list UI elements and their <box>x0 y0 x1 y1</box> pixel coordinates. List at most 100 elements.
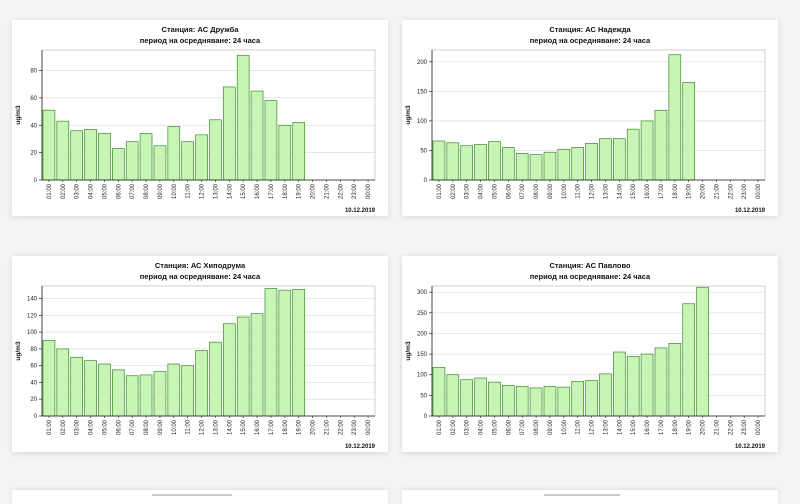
date-label: 10.12.2019 <box>345 444 376 450</box>
x-tick-label: 00:00 <box>756 183 762 199</box>
bar <box>139 374 153 417</box>
bar <box>139 133 153 181</box>
x-tick-label: 19:00 <box>687 183 693 199</box>
y-tick-label: 80 <box>30 347 37 353</box>
x-tick-label: 04:00 <box>89 419 95 435</box>
x-tick-label: 05:00 <box>492 183 498 199</box>
x-tick-label: 01:00 <box>437 183 443 199</box>
bar <box>446 142 460 181</box>
x-tick-label: 01:00 <box>437 419 443 435</box>
bar <box>446 374 460 417</box>
x-tick-label: 02:00 <box>451 183 457 199</box>
x-tick-label: 10:00 <box>172 183 178 199</box>
y-tick-label: 40 <box>30 380 37 386</box>
y-tick-label: 100 <box>417 119 428 125</box>
bar <box>278 124 292 181</box>
bar <box>111 369 125 417</box>
chart-svg: Станция: АС Павлово период на осредняване… <box>405 261 766 450</box>
bar <box>515 153 529 181</box>
x-tick-label: 01:00 <box>47 183 53 199</box>
chart-subtitle: период на осредняване: 24 часа <box>140 36 261 45</box>
chart-svg: Станция: АС Хиподрума период на осреднява… <box>15 261 376 450</box>
x-tick-label: 02:00 <box>61 419 67 435</box>
y-tick-label: 60 <box>30 96 37 102</box>
x-tick-label: 08:00 <box>534 183 540 199</box>
x-tick-label: 22:00 <box>728 183 734 199</box>
y-axis-label: ug/m3 <box>405 105 412 125</box>
bar <box>668 54 682 181</box>
x-tick-label: 03:00 <box>75 183 81 199</box>
x-tick-label: 13:00 <box>603 419 609 435</box>
bar <box>111 148 125 181</box>
bar <box>98 133 111 181</box>
y-tick-label: 150 <box>417 89 428 95</box>
x-tick-label: 10:00 <box>562 419 568 435</box>
x-tick-label: 18:00 <box>283 419 289 435</box>
x-tick-label: 05:00 <box>492 419 498 435</box>
bar <box>292 122 306 181</box>
x-tick-label: 09:00 <box>158 183 164 199</box>
y-tick-label: 50 <box>420 148 427 154</box>
x-tick-label: 18:00 <box>673 183 679 199</box>
x-tick-label: 11:00 <box>576 183 582 198</box>
x-tick-label: 07:00 <box>130 183 136 199</box>
y-axis-label: ug/m3 <box>15 341 22 361</box>
chart-card-hipodruma: Станция: АС Хиподрума период на осреднява… <box>12 256 388 452</box>
bar <box>640 120 654 181</box>
chart-title: Станция: АС Дружба <box>162 25 240 34</box>
y-tick-label: 140 <box>27 297 38 303</box>
x-tick-label: 03:00 <box>75 419 81 435</box>
y-tick-label: 150 <box>417 352 428 358</box>
x-tick-label: 17:00 <box>269 183 275 199</box>
x-tick-label: 18:00 <box>283 183 289 199</box>
x-tick-label: 14:00 <box>227 419 233 435</box>
x-tick-label: 15:00 <box>241 183 247 199</box>
x-tick-label: 00:00 <box>756 419 762 435</box>
x-tick-label: 07:00 <box>520 419 526 435</box>
bar <box>56 120 70 181</box>
x-tick-label: 14:00 <box>227 183 233 199</box>
bar <box>167 363 181 417</box>
bar <box>460 379 474 417</box>
x-tick-label: 17:00 <box>269 419 275 435</box>
x-tick-label: 21:00 <box>714 183 720 199</box>
chart-subtitle: период на осредняване: 24 часа <box>530 36 651 45</box>
x-tick-label: 21:00 <box>324 419 330 435</box>
x-tick-label: 08:00 <box>534 419 540 435</box>
x-tick-label: 23:00 <box>742 183 748 199</box>
x-tick-label: 05:00 <box>102 419 108 435</box>
bar <box>167 126 181 181</box>
x-tick-label: 00:00 <box>366 183 372 199</box>
x-tick-label: 15:00 <box>631 419 637 435</box>
x-tick-label: 12:00 <box>200 183 206 199</box>
x-tick-label: 15:00 <box>631 183 637 199</box>
x-tick-label: 04:00 <box>479 419 485 435</box>
bar <box>612 351 626 417</box>
bar <box>264 100 278 181</box>
bar <box>460 145 474 181</box>
x-tick-label: 22:00 <box>728 419 734 435</box>
bar <box>501 385 515 417</box>
chart-svg: Станция: АС Надежда период на осредняване… <box>405 25 766 214</box>
bar <box>84 360 97 417</box>
x-tick-label: 22:00 <box>338 419 344 435</box>
x-tick-label: 08:00 <box>144 419 150 435</box>
x-tick-label: 07:00 <box>130 419 136 435</box>
x-tick-label: 09:00 <box>158 419 164 435</box>
bar <box>209 341 222 417</box>
bar <box>654 109 668 181</box>
x-tick-label: 23:00 <box>742 419 748 435</box>
bar <box>557 386 571 417</box>
x-tick-label: 06:00 <box>506 419 512 435</box>
x-tick-label: 16:00 <box>645 183 651 199</box>
y-tick-label: 20 <box>30 151 37 157</box>
x-tick-label: 22:00 <box>338 183 344 199</box>
y-tick-label: 300 <box>417 290 428 296</box>
bar <box>432 366 446 417</box>
x-tick-label: 14:00 <box>617 183 623 199</box>
x-tick-label: 20:00 <box>701 183 707 199</box>
x-tick-label: 15:00 <box>241 419 247 435</box>
bar <box>488 141 501 181</box>
bar <box>181 365 195 417</box>
bar <box>488 381 501 417</box>
